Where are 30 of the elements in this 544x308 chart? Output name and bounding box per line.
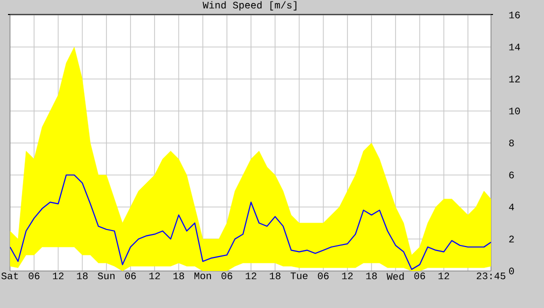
x-tick-label: Mon bbox=[194, 272, 211, 280]
chart-title: Wind Speed [m/s] bbox=[202, 1, 296, 10]
y-tick-label: 12 bbox=[509, 76, 520, 82]
x-tick-label: 12 bbox=[342, 272, 353, 280]
x-tick-label: 18 bbox=[270, 272, 280, 280]
x-tick-label: 23:45 bbox=[476, 272, 506, 280]
x-tick-label: Sat bbox=[1, 272, 18, 280]
x-tick-label: Tue bbox=[290, 272, 308, 280]
y-tick-label: 2 bbox=[509, 236, 514, 242]
y-tick-label: 10 bbox=[509, 108, 520, 114]
y-tick-label: 4 bbox=[509, 204, 514, 210]
x-tick-label: 06 bbox=[318, 272, 329, 280]
x-tick-label: 18 bbox=[173, 272, 184, 280]
x-tick-label: 12 bbox=[438, 272, 450, 280]
x-tick-label: 06 bbox=[414, 272, 426, 280]
x-tick-label: Sun bbox=[98, 272, 114, 280]
y-tick-label: 14 bbox=[509, 44, 520, 50]
x-tick-label: 18 bbox=[77, 272, 88, 280]
y-tick-label: 6 bbox=[509, 172, 514, 178]
x-tick-label: 06 bbox=[28, 272, 40, 280]
x-tick-label: Wed bbox=[386, 272, 404, 280]
x-tick-label: 12 bbox=[246, 272, 256, 280]
y-tick-label: 0 bbox=[509, 268, 514, 274]
x-tick-label: 06 bbox=[125, 272, 136, 280]
x-tick-label: 12 bbox=[149, 272, 160, 280]
x-tick-label: 18 bbox=[366, 272, 377, 280]
x-tick-label: 12 bbox=[52, 272, 64, 280]
y-tick-label: 16 bbox=[509, 12, 520, 18]
y-tick-label: 8 bbox=[509, 140, 514, 146]
x-tick-label: 06 bbox=[222, 272, 232, 280]
